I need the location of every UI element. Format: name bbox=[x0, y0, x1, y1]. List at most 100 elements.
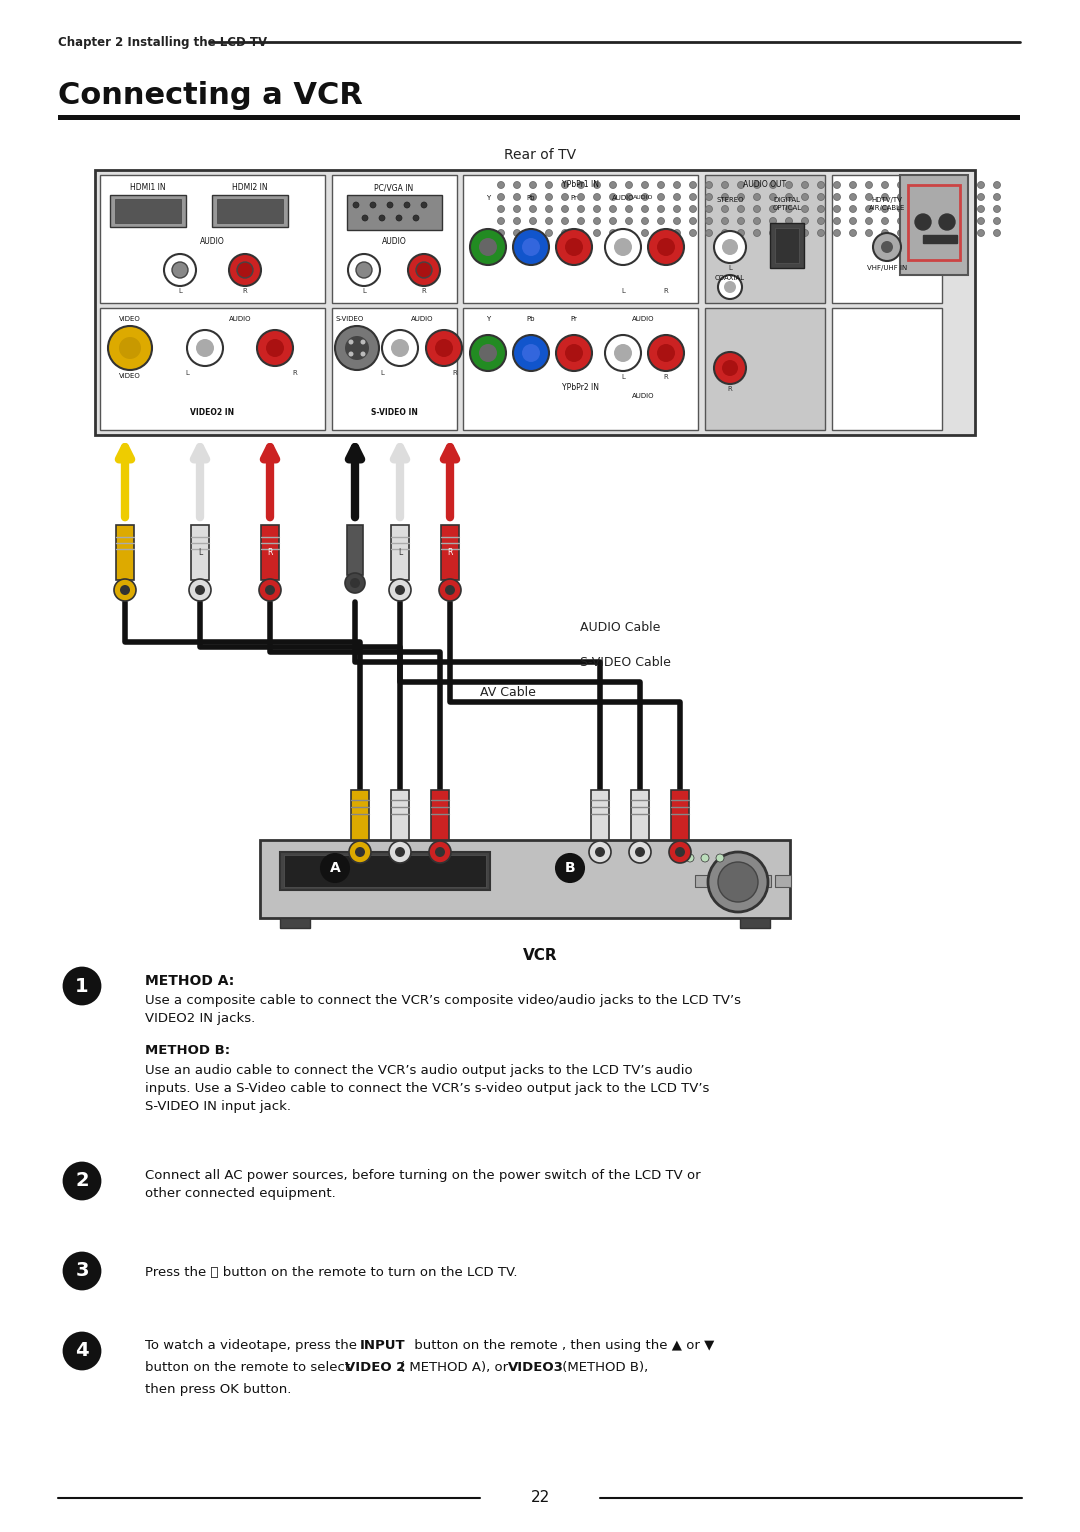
Text: HDMI1 IN: HDMI1 IN bbox=[131, 182, 166, 192]
Bar bbox=[740, 918, 770, 928]
Text: PC/VGA IN: PC/VGA IN bbox=[375, 182, 414, 192]
Text: R: R bbox=[421, 288, 427, 294]
Circle shape bbox=[529, 181, 537, 188]
Bar bbox=[775, 875, 791, 887]
Circle shape bbox=[865, 193, 873, 201]
Circle shape bbox=[914, 230, 920, 236]
Text: S-VIDEO Cable: S-VIDEO Cable bbox=[580, 656, 671, 668]
Circle shape bbox=[609, 218, 617, 225]
Circle shape bbox=[259, 579, 281, 601]
Circle shape bbox=[387, 202, 393, 208]
Circle shape bbox=[865, 181, 873, 188]
Bar bbox=[280, 918, 310, 928]
Circle shape bbox=[266, 339, 284, 357]
Circle shape bbox=[850, 181, 856, 188]
Circle shape bbox=[625, 205, 633, 213]
Text: AUDIO: AUDIO bbox=[611, 195, 634, 201]
Circle shape bbox=[578, 230, 584, 236]
Circle shape bbox=[977, 205, 985, 213]
Circle shape bbox=[669, 841, 691, 863]
Circle shape bbox=[674, 181, 680, 188]
Circle shape bbox=[595, 847, 605, 856]
Circle shape bbox=[395, 847, 405, 856]
Text: Chapter 2 Installing the LCD TV: Chapter 2 Installing the LCD TV bbox=[58, 35, 267, 49]
Text: L: L bbox=[621, 374, 625, 380]
Circle shape bbox=[370, 202, 376, 208]
Circle shape bbox=[345, 573, 365, 593]
Circle shape bbox=[609, 230, 617, 236]
Circle shape bbox=[470, 336, 507, 371]
Circle shape bbox=[513, 181, 521, 188]
Circle shape bbox=[565, 237, 583, 256]
Circle shape bbox=[961, 193, 969, 201]
Circle shape bbox=[818, 218, 824, 225]
Bar bbox=[95, 170, 975, 435]
Circle shape bbox=[615, 237, 632, 256]
Text: R: R bbox=[453, 371, 457, 375]
Circle shape bbox=[881, 241, 893, 253]
Text: 22: 22 bbox=[530, 1491, 550, 1506]
Circle shape bbox=[513, 218, 521, 225]
Circle shape bbox=[738, 230, 744, 236]
Circle shape bbox=[64, 968, 100, 1003]
Circle shape bbox=[578, 205, 584, 213]
Circle shape bbox=[658, 218, 664, 225]
Circle shape bbox=[769, 193, 777, 201]
Circle shape bbox=[724, 280, 735, 293]
Circle shape bbox=[689, 193, 697, 201]
Circle shape bbox=[675, 847, 685, 856]
Circle shape bbox=[629, 841, 651, 863]
Circle shape bbox=[513, 228, 549, 265]
Text: Connect all AC power sources, before turning on the power switch of the LCD TV o: Connect all AC power sources, before tur… bbox=[145, 1169, 701, 1200]
Circle shape bbox=[674, 193, 680, 201]
Text: OPTICAL: OPTICAL bbox=[772, 205, 801, 211]
Circle shape bbox=[562, 230, 568, 236]
Circle shape bbox=[625, 193, 633, 201]
Text: L: L bbox=[728, 265, 732, 271]
Circle shape bbox=[353, 202, 359, 208]
Bar bbox=[191, 525, 210, 581]
Circle shape bbox=[545, 230, 553, 236]
Circle shape bbox=[498, 230, 504, 236]
Bar bbox=[217, 199, 283, 224]
Circle shape bbox=[818, 230, 824, 236]
Circle shape bbox=[658, 230, 664, 236]
Circle shape bbox=[498, 205, 504, 213]
Circle shape bbox=[897, 218, 905, 225]
Circle shape bbox=[594, 181, 600, 188]
Bar bbox=[114, 199, 181, 224]
Circle shape bbox=[994, 205, 1000, 213]
Circle shape bbox=[609, 181, 617, 188]
Bar bbox=[441, 525, 459, 581]
Circle shape bbox=[498, 193, 504, 201]
Circle shape bbox=[945, 181, 953, 188]
Circle shape bbox=[594, 218, 600, 225]
Circle shape bbox=[350, 578, 360, 588]
Circle shape bbox=[801, 230, 809, 236]
Text: L: L bbox=[621, 288, 625, 294]
Circle shape bbox=[435, 847, 445, 856]
Circle shape bbox=[265, 585, 275, 594]
Circle shape bbox=[349, 351, 353, 357]
Text: STEREO: STEREO bbox=[716, 198, 744, 204]
Circle shape bbox=[865, 205, 873, 213]
Circle shape bbox=[589, 841, 611, 863]
Circle shape bbox=[416, 262, 432, 277]
Circle shape bbox=[930, 205, 936, 213]
Text: R: R bbox=[293, 371, 297, 375]
Circle shape bbox=[930, 181, 936, 188]
Text: Use a composite cable to connect the VCR’s composite video/audio jacks to the LC: Use a composite cable to connect the VCR… bbox=[145, 994, 741, 1025]
Text: L: L bbox=[397, 547, 402, 556]
Text: AUDIO: AUDIO bbox=[410, 316, 433, 322]
Bar bbox=[261, 525, 279, 581]
Circle shape bbox=[738, 218, 744, 225]
Circle shape bbox=[818, 205, 824, 213]
Circle shape bbox=[529, 230, 537, 236]
Circle shape bbox=[674, 230, 680, 236]
Circle shape bbox=[172, 262, 188, 277]
Circle shape bbox=[195, 339, 214, 357]
Circle shape bbox=[834, 205, 840, 213]
Circle shape bbox=[994, 230, 1000, 236]
Text: 3: 3 bbox=[76, 1261, 89, 1281]
Circle shape bbox=[625, 218, 633, 225]
